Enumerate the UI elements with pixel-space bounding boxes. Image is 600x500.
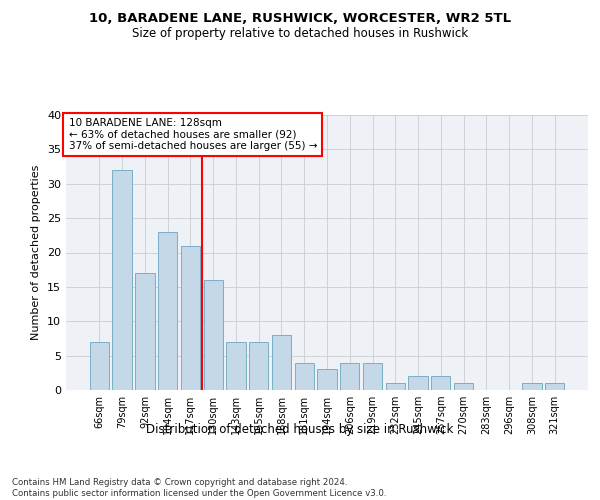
- Text: Contains HM Land Registry data © Crown copyright and database right 2024.
Contai: Contains HM Land Registry data © Crown c…: [12, 478, 386, 498]
- Text: Size of property relative to detached houses in Rushwick: Size of property relative to detached ho…: [132, 28, 468, 40]
- Bar: [181, 246, 200, 390]
- Text: Distribution of detached houses by size in Rushwick: Distribution of detached houses by size …: [146, 422, 454, 436]
- Bar: [522, 383, 542, 390]
- Bar: [272, 335, 291, 390]
- Bar: [431, 376, 451, 390]
- Bar: [203, 280, 223, 390]
- Bar: [295, 362, 314, 390]
- Bar: [545, 383, 564, 390]
- Bar: [363, 362, 382, 390]
- Bar: [158, 232, 178, 390]
- Bar: [249, 342, 268, 390]
- Bar: [112, 170, 132, 390]
- Bar: [340, 362, 359, 390]
- Bar: [454, 383, 473, 390]
- Bar: [386, 383, 405, 390]
- Bar: [90, 342, 109, 390]
- Bar: [135, 273, 155, 390]
- Bar: [409, 376, 428, 390]
- Text: 10, BARADENE LANE, RUSHWICK, WORCESTER, WR2 5TL: 10, BARADENE LANE, RUSHWICK, WORCESTER, …: [89, 12, 511, 26]
- Bar: [317, 370, 337, 390]
- Text: 10 BARADENE LANE: 128sqm
← 63% of detached houses are smaller (92)
37% of semi-d: 10 BARADENE LANE: 128sqm ← 63% of detach…: [68, 118, 317, 151]
- Y-axis label: Number of detached properties: Number of detached properties: [31, 165, 41, 340]
- Bar: [226, 342, 245, 390]
